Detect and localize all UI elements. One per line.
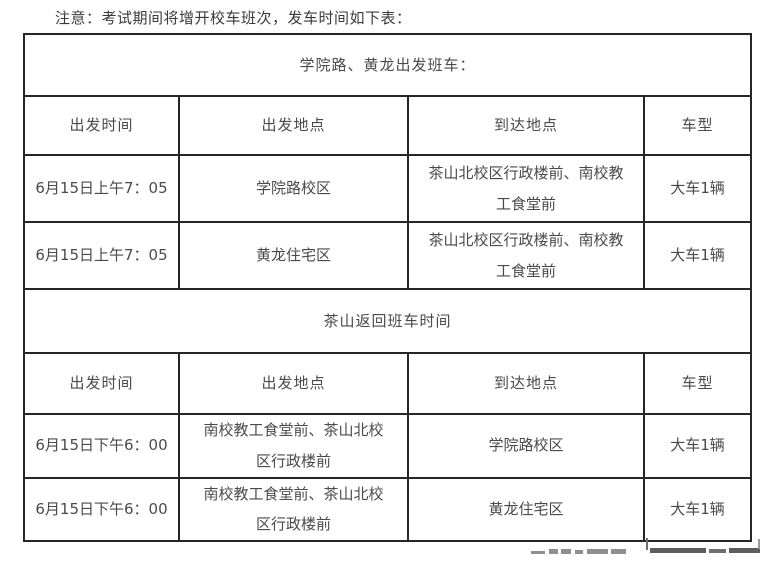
- column-header-departure-place: 出发地点: [178, 95, 409, 156]
- watermark-fragment: [709, 549, 726, 553]
- section-title-departure: 学院路、黄龙出发班车：: [22, 33, 753, 97]
- watermark-fragment: [549, 549, 558, 554]
- column-header-arrival-place: 到达地点: [407, 352, 645, 415]
- cell-arrival-place: 学院路校区: [407, 413, 645, 479]
- cell-departure-place: 南校教工食堂前、茶山北校区行政楼前: [178, 413, 409, 479]
- watermark-fragment: [575, 550, 583, 554]
- column-header-vehicle-type: 车型: [642, 352, 753, 415]
- watermark-fragment: [646, 538, 648, 550]
- cell-arrival-place: 黄龙住宅区: [407, 476, 645, 542]
- table-row: 茶山返回班车时间: [22, 288, 753, 354]
- watermark-fragment: [729, 548, 760, 553]
- watermark-fragment: [611, 549, 626, 554]
- notice-text: 注意：考试期间将增开校车班次，发车时间如下表：: [55, 9, 412, 27]
- cell-arrival-place: 茶山北校区行政楼前、南校教工食堂前: [407, 154, 645, 223]
- cell-departure-place: 南校教工食堂前、茶山北校区行政楼前: [178, 476, 409, 542]
- watermark-fragment: [650, 548, 706, 553]
- cell-departure-time: 6月15日上午7：05: [23, 154, 180, 223]
- watermark-fragment: [758, 539, 760, 549]
- column-header-arrival-place: 到达地点: [407, 95, 645, 156]
- table-row: 学院路、黄龙出发班车：: [22, 33, 753, 97]
- cell-departure-time: 6月15日上午7：05: [23, 221, 180, 290]
- table-row: 6月15日下午6：00 南校教工食堂前、茶山北校区行政楼前 学院路校区 大车1辆: [23, 413, 753, 479]
- bus-schedule-table: 学院路、黄龙出发班车： 出发时间 出发地点 到达地点 车型 6月15日上午7：0…: [22, 33, 753, 542]
- table-header-row: 出发时间 出发地点 到达地点 车型: [23, 352, 753, 415]
- table-row: 6月15日下午6：00 南校教工食堂前、茶山北校区行政楼前 黄龙住宅区 大车1辆: [23, 476, 753, 542]
- section-title-return: 茶山返回班车时间: [22, 288, 753, 354]
- table-row: 6月15日上午7：05 黄龙住宅区 茶山北校区行政楼前、南校教工食堂前 大车1辆: [23, 221, 753, 290]
- cell-arrival-place: 茶山北校区行政楼前、南校教工食堂前: [407, 221, 645, 290]
- cell-vehicle-type: 大车1辆: [642, 154, 753, 223]
- column-header-departure-time: 出发时间: [23, 352, 180, 415]
- table-row: 6月15日上午7：05 学院路校区 茶山北校区行政楼前、南校教工食堂前 大车1辆: [23, 154, 753, 223]
- cell-departure-time: 6月15日下午6：00: [23, 413, 180, 479]
- watermark-fragment: [587, 549, 608, 554]
- watermark-fragment: [531, 551, 545, 554]
- column-header-vehicle-type: 车型: [642, 95, 753, 156]
- column-header-departure-time: 出发时间: [23, 95, 180, 156]
- cell-departure-place: 黄龙住宅区: [178, 221, 409, 290]
- table-header-row: 出发时间 出发地点 到达地点 车型: [23, 95, 753, 156]
- cell-departure-time: 6月15日下午6：00: [23, 476, 180, 542]
- watermark-fragment: [561, 549, 571, 554]
- column-header-departure-place: 出发地点: [178, 352, 409, 415]
- cell-vehicle-type: 大车1辆: [642, 221, 753, 290]
- cell-vehicle-type: 大车1辆: [642, 413, 753, 479]
- cell-vehicle-type: 大车1辆: [642, 476, 753, 542]
- cell-departure-place: 学院路校区: [178, 154, 409, 223]
